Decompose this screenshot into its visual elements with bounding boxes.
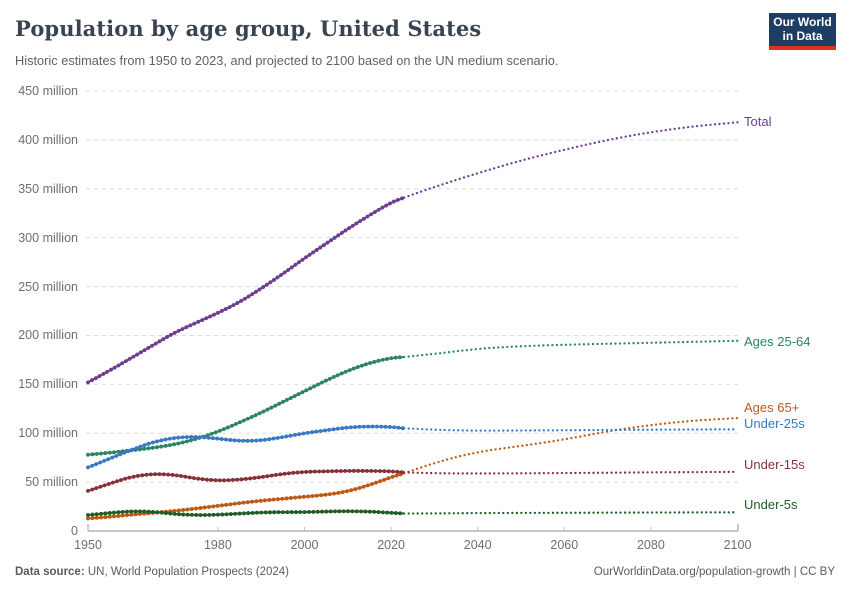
data-source-label: Data source: bbox=[15, 566, 85, 578]
data-source-text: UN, World Population Prospects (2024) bbox=[84, 566, 289, 578]
series-line-historic-markers bbox=[86, 509, 407, 518]
series-line-historic-markers bbox=[86, 468, 407, 493]
footer-divider: | bbox=[790, 566, 800, 578]
y-axis-label: 450 million bbox=[18, 84, 78, 98]
data-source-note: Data source: UN, World Population Prospe… bbox=[15, 566, 289, 578]
y-axis-label: 100 million bbox=[18, 426, 78, 441]
series-label-under-15s[interactable]: Under-15s bbox=[744, 457, 805, 472]
footer-links: OurWorldinData.org/population-growth | C… bbox=[594, 566, 835, 578]
x-axis-label: 2040 bbox=[463, 538, 492, 552]
x-axis-label: 2080 bbox=[636, 538, 665, 552]
series-label-under-25s[interactable]: Under-25s bbox=[744, 416, 805, 431]
chart-footer: Data source: UN, World Population Prospe… bbox=[0, 566, 850, 578]
x-axis-label: 2000 bbox=[290, 538, 319, 552]
series-line-projection bbox=[402, 427, 739, 432]
y-axis-label: 350 million bbox=[18, 181, 78, 196]
page-subtitle: Historic estimates from 1950 to 2023, an… bbox=[15, 53, 559, 68]
series-label-under-5s[interactable]: Under-5s bbox=[744, 497, 798, 512]
y-axis-label: 300 million bbox=[18, 230, 78, 245]
y-axis-label: 150 million bbox=[18, 377, 78, 392]
x-axis-label: 2100 bbox=[723, 538, 752, 552]
series-line-projection bbox=[402, 339, 739, 359]
x-axis-label: 2060 bbox=[550, 538, 579, 552]
series-line-historic-markers bbox=[86, 195, 407, 385]
series-line-historic-markers bbox=[86, 424, 407, 470]
owid-logo[interactable]: Our World in Data bbox=[769, 13, 836, 50]
series-label-ages-25-64[interactable]: Ages 25-64 bbox=[744, 334, 811, 349]
owid-url-link[interactable]: OurWorldinData.org/population-growth bbox=[593, 566, 791, 578]
y-axis-label: 0 bbox=[71, 524, 78, 538]
x-axis-label: 1950 bbox=[74, 538, 102, 552]
series-label-total[interactable]: Total bbox=[744, 114, 772, 129]
series-line-projection bbox=[402, 121, 739, 199]
series-line-historic-markers bbox=[86, 355, 407, 457]
x-axis-label: 1980 bbox=[203, 538, 232, 552]
series-line-projection bbox=[402, 511, 739, 515]
license-link[interactable]: CC BY bbox=[799, 566, 835, 578]
page-title: Population by age group, United States bbox=[15, 16, 482, 41]
series-line-projection bbox=[402, 416, 739, 475]
series-label-ages-65-[interactable]: Ages 65+ bbox=[744, 400, 800, 415]
owid-logo-text: Our World in Data bbox=[773, 15, 832, 43]
series-line-projection bbox=[402, 470, 739, 475]
y-axis-label: 400 million bbox=[18, 132, 78, 147]
y-axis-label: 50 million bbox=[25, 475, 78, 490]
x-axis-label: 2020 bbox=[377, 538, 405, 552]
y-axis-label: 250 million bbox=[18, 279, 78, 294]
y-axis-label: 200 million bbox=[18, 328, 78, 343]
